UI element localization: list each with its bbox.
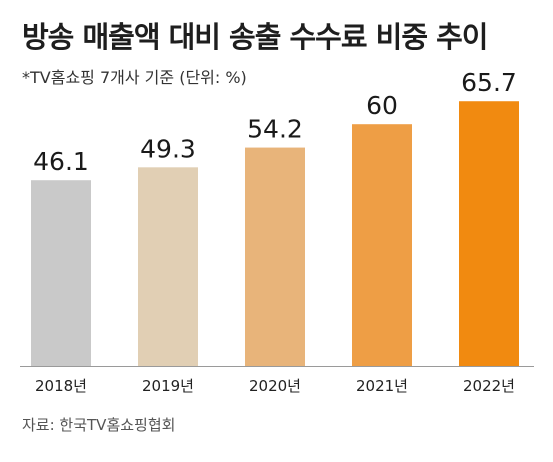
- x-tick-labels-group: 2018년 2019년 2020년 2021년 2022년: [35, 377, 515, 395]
- x-tick-label-0: 2018년: [35, 377, 87, 395]
- value-label-3: 60: [366, 91, 398, 120]
- bar-0: [31, 180, 91, 366]
- value-label-2: 54.2: [247, 115, 303, 144]
- x-tick-label-1: 2019년: [142, 377, 194, 395]
- value-label-4: 65.7: [461, 68, 517, 97]
- x-tick-label-3: 2021년: [356, 377, 408, 395]
- bar-2: [245, 147, 305, 366]
- value-labels-group: 46.1 49.3 54.2 60 65.7: [33, 68, 517, 176]
- bar-3: [352, 124, 412, 366]
- source-note: 자료: 한국TV홈쇼핑협회: [22, 416, 176, 434]
- x-tick-label-4: 2022년: [463, 377, 515, 395]
- value-label-1: 49.3: [140, 134, 196, 163]
- bar-1: [138, 167, 198, 366]
- value-label-0: 46.1: [33, 147, 89, 176]
- bars-group: [31, 101, 519, 366]
- x-tick-label-2: 2020년: [249, 377, 301, 395]
- chart-title: 방송 매출액 대비 송출 수수료 비중 추이: [22, 20, 488, 54]
- chart-subtitle: *TV홈쇼핑 7개사 기준 (단위: %): [22, 68, 247, 87]
- bar-4: [459, 101, 519, 366]
